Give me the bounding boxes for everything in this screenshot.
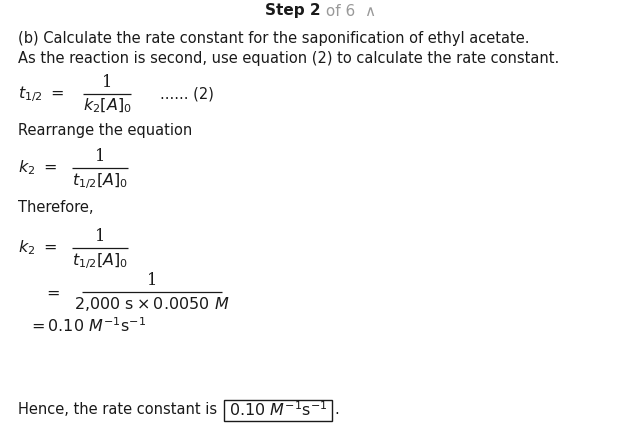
Text: 1: 1	[147, 272, 157, 289]
Text: $k_2[A]_0$: $k_2[A]_0$	[83, 97, 132, 115]
Text: Step 2: Step 2	[265, 3, 321, 18]
Text: $k_2\ =$: $k_2\ =$	[18, 239, 57, 257]
Text: $k_2\ =$: $k_2\ =$	[18, 159, 57, 177]
Text: 1: 1	[95, 148, 105, 165]
Text: Hence, the rate constant is: Hence, the rate constant is	[18, 402, 221, 418]
Text: $2{,}000\ \mathrm{s} \times 0.0050\ M$: $2{,}000\ \mathrm{s} \times 0.0050\ M$	[74, 295, 230, 313]
Text: $t_{1/2}\ =$: $t_{1/2}\ =$	[18, 84, 64, 104]
Text: ...... (2): ...... (2)	[160, 86, 214, 101]
Text: $t_{1/2}[A]_0$: $t_{1/2}[A]_0$	[72, 171, 128, 191]
Text: 1: 1	[95, 228, 105, 245]
Text: $= 0.10\ M^{-1}\mathrm{s}^{-1}$: $= 0.10\ M^{-1}\mathrm{s}^{-1}$	[28, 316, 146, 335]
Text: $t_{1/2}[A]_0$: $t_{1/2}[A]_0$	[72, 251, 128, 271]
Text: As the reaction is second, use equation (2) to calculate the rate constant.: As the reaction is second, use equation …	[18, 50, 559, 65]
Text: (b) Calculate the rate constant for the saponification of ethyl acetate.: (b) Calculate the rate constant for the …	[18, 31, 530, 46]
FancyBboxPatch shape	[224, 399, 332, 421]
Text: 1: 1	[102, 74, 112, 91]
Text: .: .	[334, 402, 339, 418]
Text: Therefore,: Therefore,	[18, 200, 94, 215]
Text: Rearrange the equation: Rearrange the equation	[18, 123, 192, 138]
Text: $=$: $=$	[43, 285, 60, 300]
Text: of 6  ∧: of 6 ∧	[321, 3, 376, 18]
Text: $0.10\ M^{-1}\mathrm{s}^{-1}$: $0.10\ M^{-1}\mathrm{s}^{-1}$	[229, 401, 327, 419]
